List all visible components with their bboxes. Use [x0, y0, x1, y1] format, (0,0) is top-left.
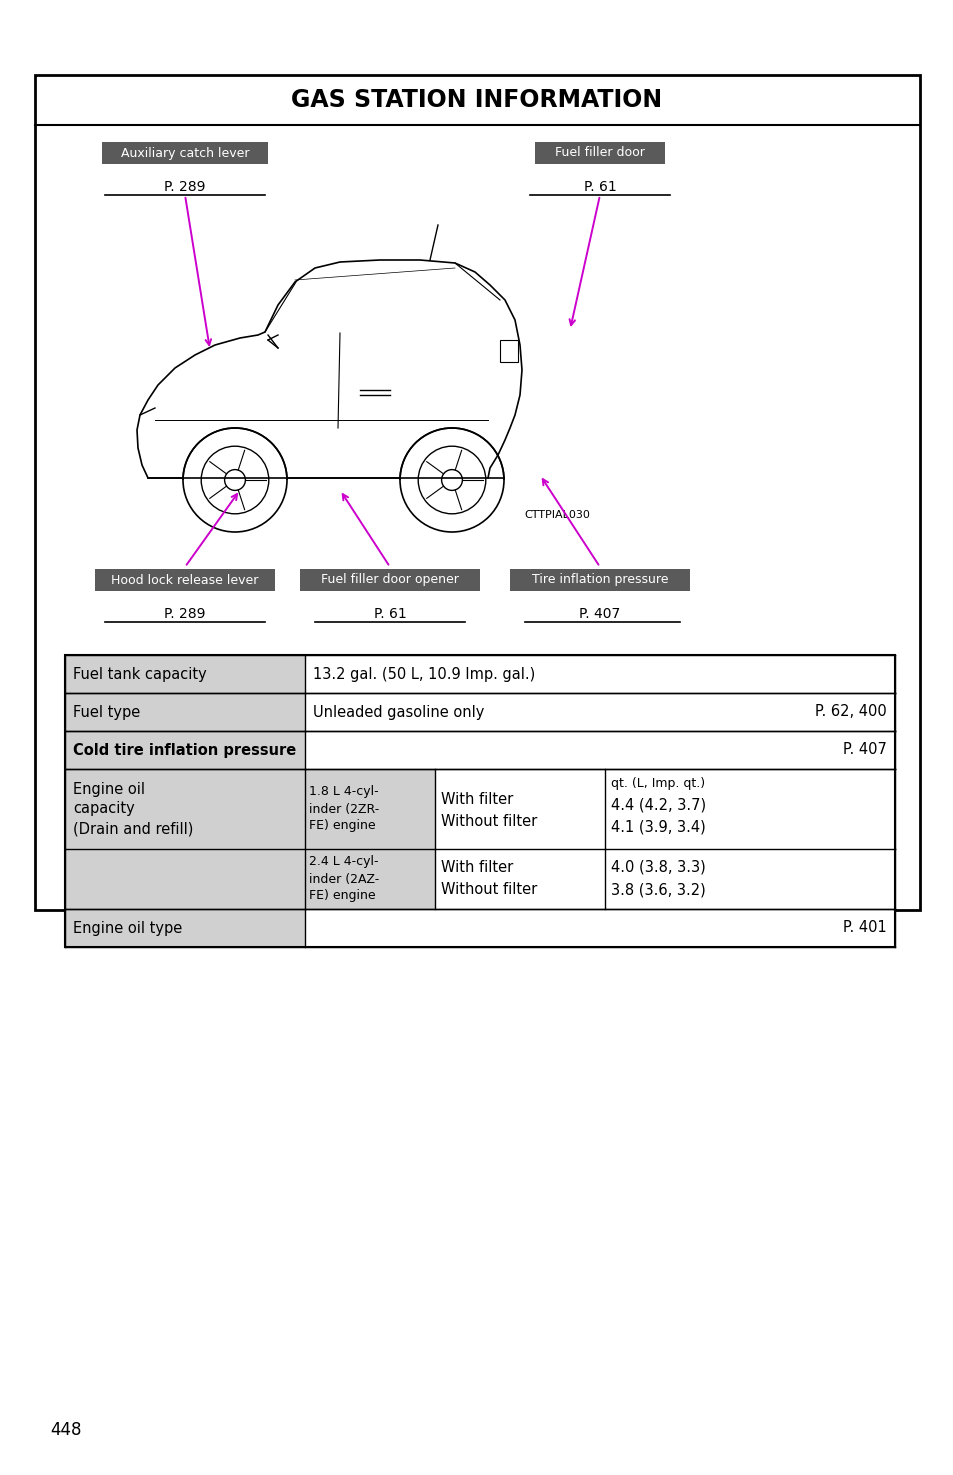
Bar: [65, 768, 305, 850]
Text: P. 401: P. 401: [842, 920, 886, 935]
Text: P. 62, 400: P. 62, 400: [815, 705, 886, 720]
Text: Without filter: Without filter: [440, 882, 537, 897]
Bar: [35, 75, 919, 910]
Text: P. 407: P. 407: [842, 742, 886, 758]
Text: Unleaded gasoline only: Unleaded gasoline only: [313, 705, 484, 720]
Bar: [535, 142, 664, 164]
Bar: [102, 142, 268, 164]
Bar: [65, 655, 305, 693]
Text: 13.2 gal. (50 L, 10.9 Imp. gal.): 13.2 gal. (50 L, 10.9 Imp. gal.): [313, 667, 535, 681]
Text: P. 289: P. 289: [164, 608, 206, 621]
Text: 4.1 (3.9, 3.4): 4.1 (3.9, 3.4): [610, 819, 705, 833]
Bar: [305, 850, 435, 909]
Text: Fuel tank capacity: Fuel tank capacity: [73, 667, 207, 681]
Bar: [305, 768, 435, 850]
Text: Engine oil type: Engine oil type: [73, 920, 182, 935]
Text: With filter: With filter: [440, 792, 513, 807]
Bar: [95, 569, 274, 591]
Text: 1.8 L 4-cyl-
inder (2ZR-
FE) engine: 1.8 L 4-cyl- inder (2ZR- FE) engine: [309, 786, 379, 832]
Text: 2.4 L 4-cyl-
inder (2AZ-
FE) engine: 2.4 L 4-cyl- inder (2AZ- FE) engine: [309, 855, 379, 903]
Bar: [65, 909, 305, 947]
Bar: [510, 569, 689, 591]
Text: Engine oil
capacity
(Drain and refill): Engine oil capacity (Drain and refill): [73, 782, 193, 836]
Text: Hood lock release lever: Hood lock release lever: [112, 574, 258, 587]
Text: GAS STATION INFORMATION: GAS STATION INFORMATION: [291, 88, 662, 112]
Text: 3.8 (3.6, 3.2): 3.8 (3.6, 3.2): [610, 882, 705, 897]
Bar: [499, 341, 517, 361]
Bar: [65, 850, 305, 909]
Bar: [305, 732, 894, 768]
Text: 4.4 (4.2, 3.7): 4.4 (4.2, 3.7): [610, 798, 705, 813]
Text: CTTPIAL030: CTTPIAL030: [523, 510, 589, 521]
Text: Fuel filler door: Fuel filler door: [555, 146, 644, 159]
Text: Cold tire inflation pressure: Cold tire inflation pressure: [73, 742, 296, 758]
Text: Fuel filler door opener: Fuel filler door opener: [321, 574, 458, 587]
Text: 4.0 (3.8, 3.3): 4.0 (3.8, 3.3): [610, 860, 705, 875]
Text: P. 61: P. 61: [583, 180, 616, 195]
Bar: [305, 693, 894, 732]
Text: Without filter: Without filter: [440, 814, 537, 829]
Text: P. 61: P. 61: [374, 608, 406, 621]
Text: Auxiliary catch lever: Auxiliary catch lever: [121, 146, 249, 159]
Text: P. 407: P. 407: [578, 608, 620, 621]
Text: P. 289: P. 289: [164, 180, 206, 195]
Bar: [65, 693, 305, 732]
Bar: [305, 909, 894, 947]
Text: qt. (L, Imp. qt.): qt. (L, Imp. qt.): [610, 777, 704, 791]
Bar: [435, 768, 894, 850]
Bar: [305, 655, 894, 693]
Bar: [65, 732, 305, 768]
Bar: [65, 655, 894, 947]
Text: 448: 448: [50, 1420, 81, 1440]
Bar: [300, 569, 479, 591]
Bar: [435, 850, 894, 909]
Text: Tire inflation pressure: Tire inflation pressure: [531, 574, 667, 587]
Text: With filter: With filter: [440, 860, 513, 875]
Text: Fuel type: Fuel type: [73, 705, 140, 720]
